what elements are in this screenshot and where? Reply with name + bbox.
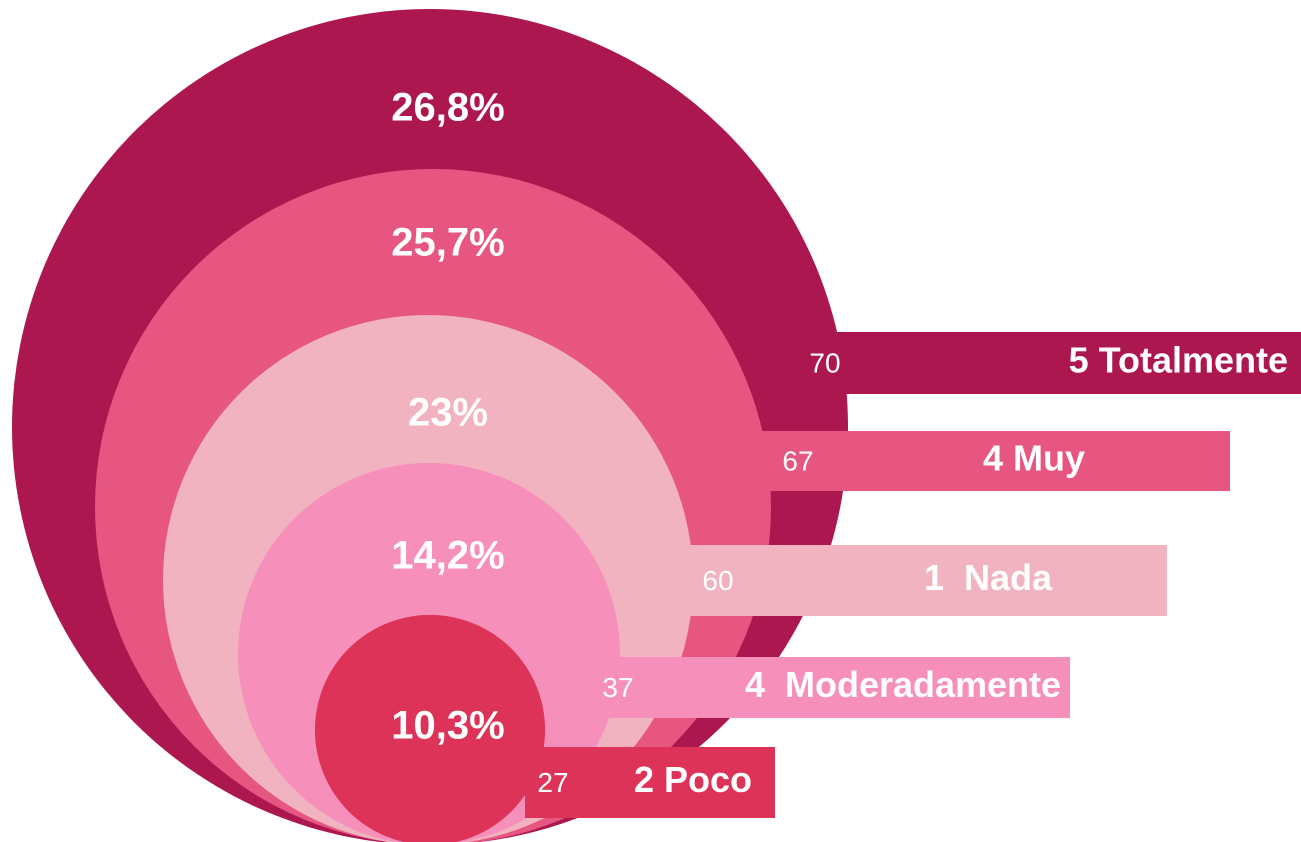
category-label: 4 Muy [983,438,1085,479]
bar [780,332,1301,394]
count-label: 60 [702,565,733,596]
count-label: 37 [602,672,633,703]
bar [690,545,1167,616]
category-label: 4 Moderadamente [745,664,1061,705]
count-label: 67 [782,445,813,476]
percent-label: 25,7% [391,221,504,265]
ring-front [315,615,545,842]
bar [762,431,1230,491]
percent-label: 10,3% [391,704,504,748]
percent-label: 26,8% [391,86,504,130]
category-label: 2 Poco [634,759,752,800]
bar [590,657,1070,718]
category-label: 5 Totalmente [1069,340,1288,381]
count-label: 27 [537,767,568,798]
bar-front [525,747,775,818]
percent-label: 23% [408,391,488,435]
count-label: 70 [809,347,840,378]
category-label: 1 Nada [924,557,1053,598]
percent-label: 14,2% [391,534,504,578]
